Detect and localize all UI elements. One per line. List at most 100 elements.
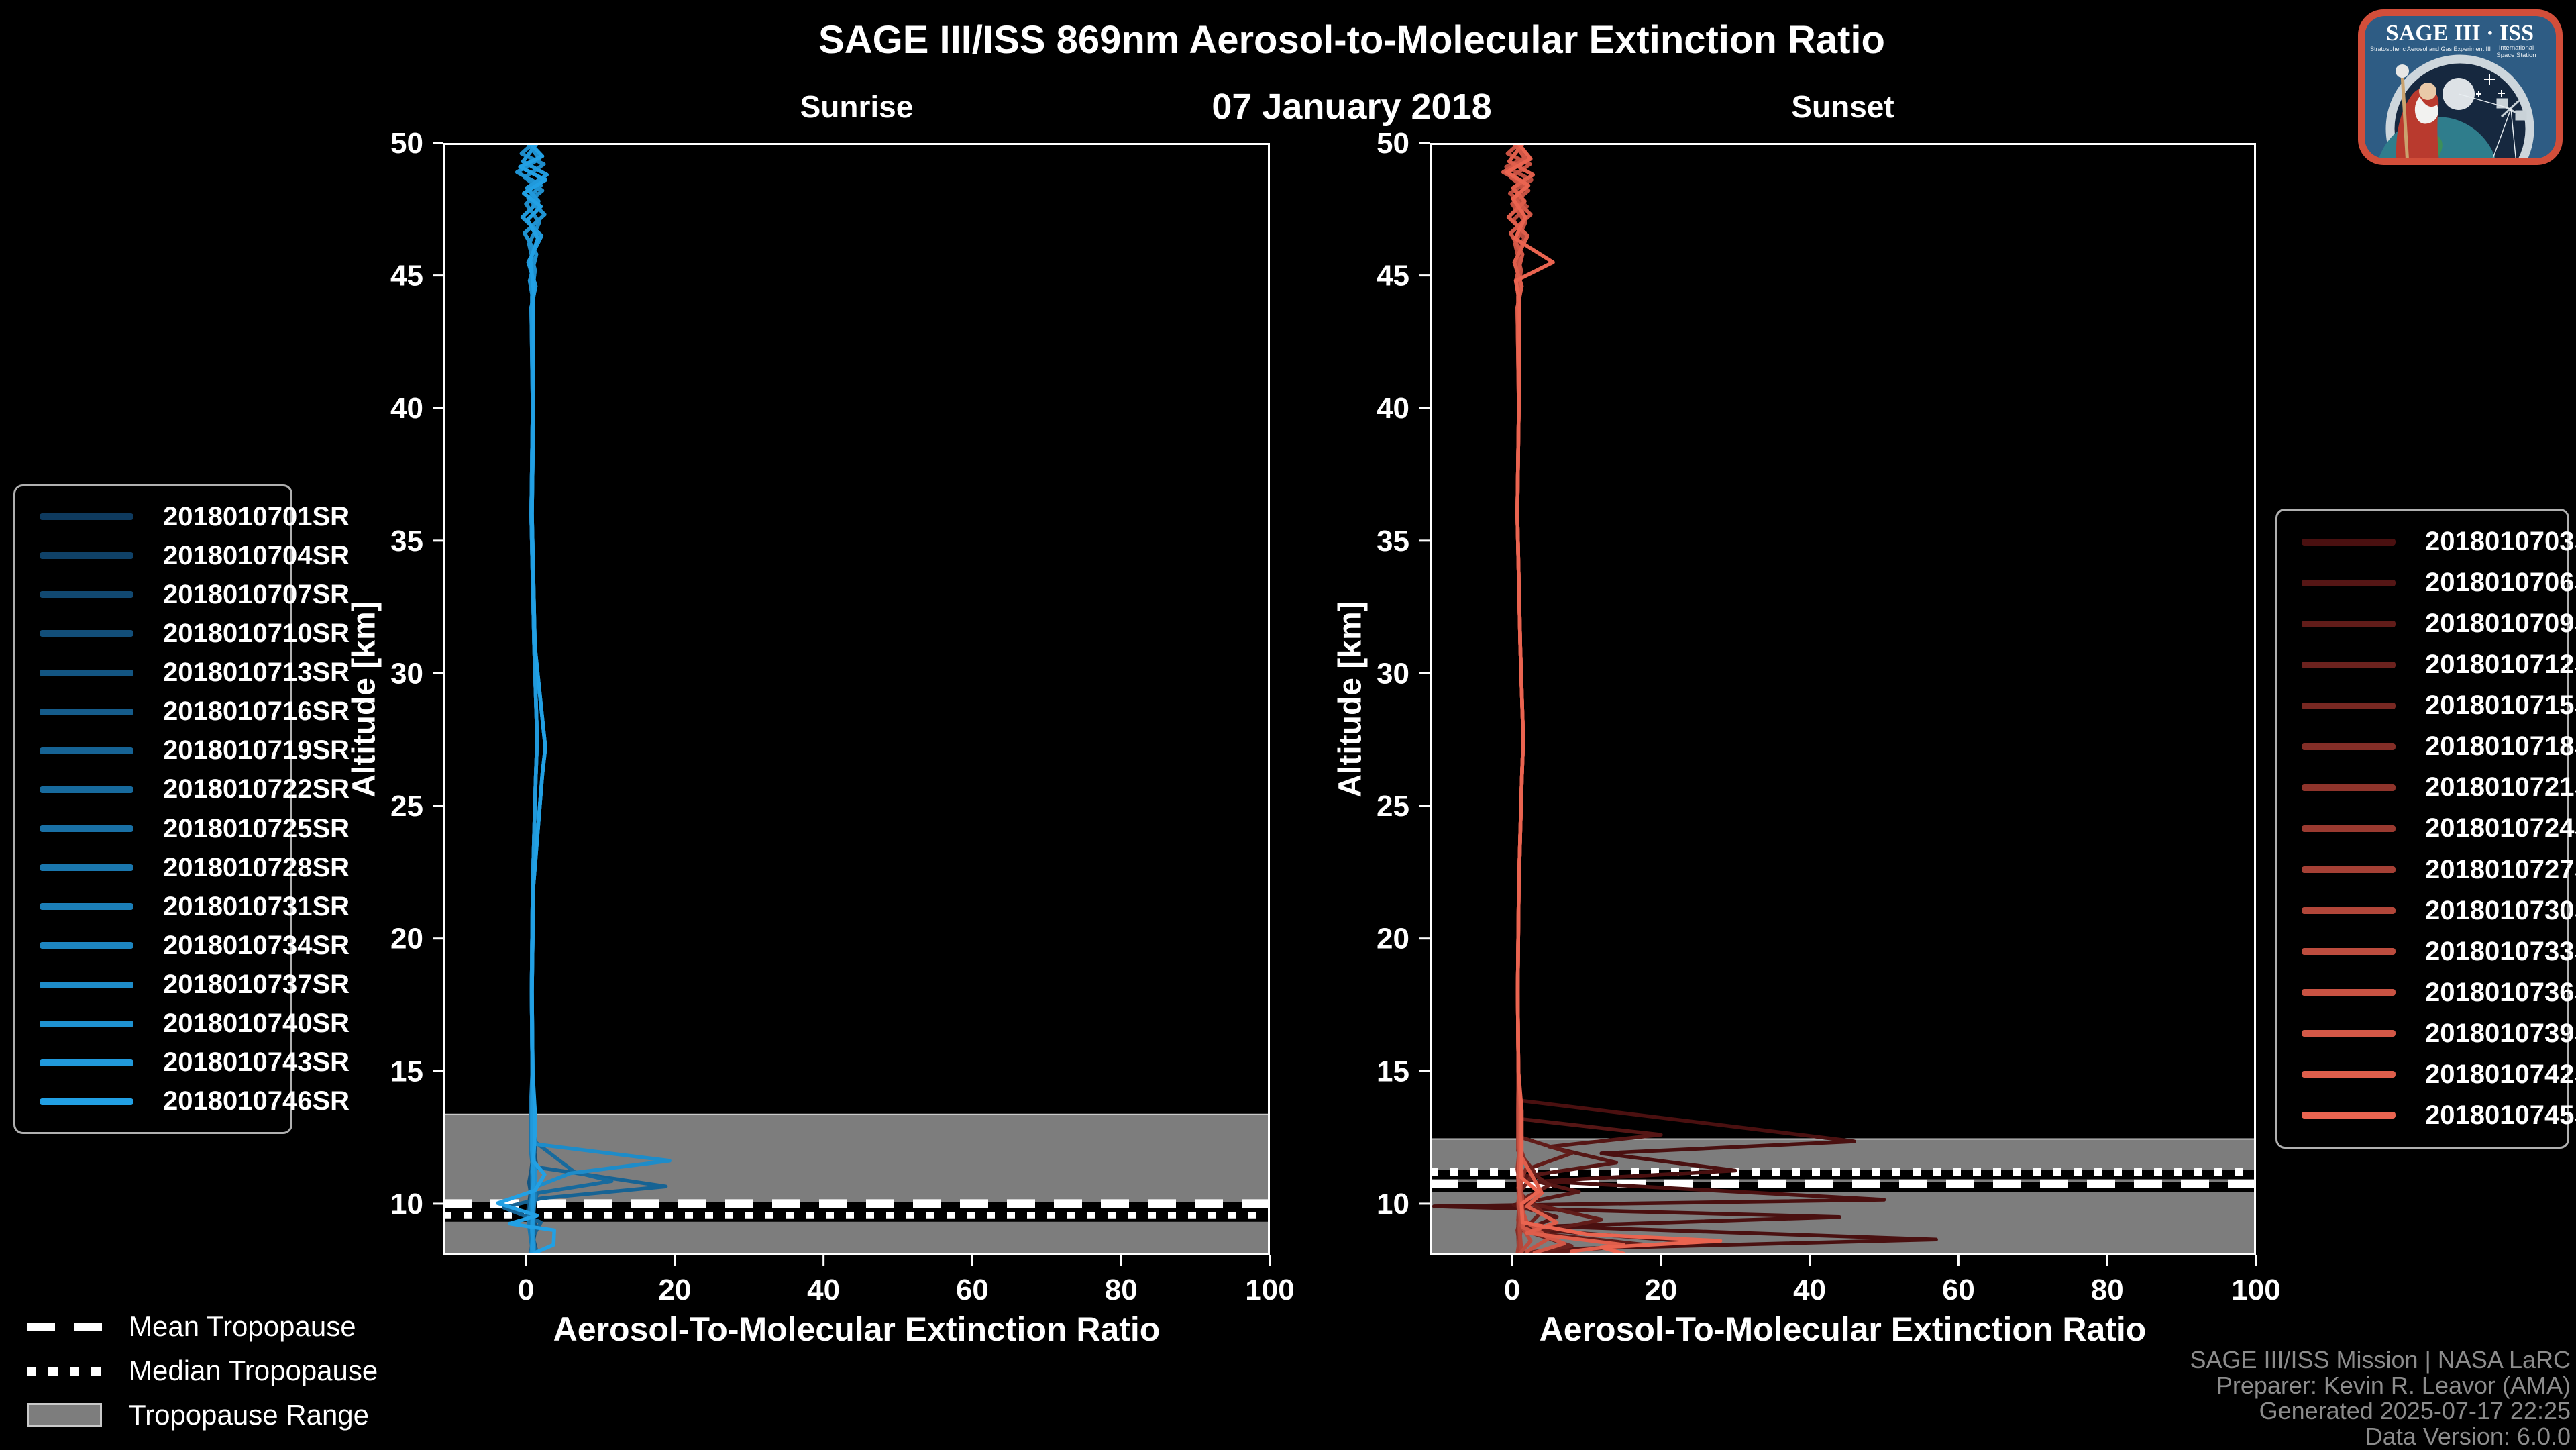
legend-line-swatch-icon (40, 630, 133, 637)
legend-label: 2018010718SS (2425, 731, 2576, 762)
legend-label: 2018010742SS (2425, 1059, 2576, 1089)
x-tick-label: 40 (807, 1274, 840, 1306)
legend-label: 2018010724SS (2425, 813, 2576, 843)
y-tick-label: 10 (1377, 1188, 1409, 1221)
legend-line-swatch-icon (40, 1098, 133, 1105)
legend-label: 2018010709SS (2425, 609, 2576, 639)
legend-item-2018010736SS: 2018010736SS (2277, 974, 2576, 1011)
legend-label: 2018010715SS (2425, 690, 2576, 721)
legend-line-swatch-icon (40, 864, 133, 872)
legend-item-2018010742SS: 2018010742SS (2277, 1055, 2576, 1093)
profile-line-2018010737SR (519, 143, 672, 1255)
y-tick-label: 40 (390, 392, 423, 425)
legend-label: 2018010713SR (163, 658, 350, 688)
legend-line-swatch-icon (40, 669, 133, 676)
legend-item-2018010706SS: 2018010706SS (2277, 564, 2576, 602)
legend-line-swatch-icon (2302, 620, 2396, 627)
legend-label: 2018010707SR (163, 579, 350, 609)
legend-line-swatch-icon (2302, 948, 2396, 955)
legend-item-2018010718SS: 2018010718SS (2277, 728, 2576, 766)
y-tick-label: 30 (390, 657, 423, 690)
profile-line-2018010736SS (1505, 143, 1552, 1253)
legend-line-swatch-icon (40, 1059, 133, 1066)
x-axis-label-sunset: Aerosol-To-Molecular Extinction Ratio (1539, 1310, 2147, 1348)
legend-label: 2018010736SS (2425, 977, 2576, 1007)
profile-line-2018010719SR (502, 143, 668, 1255)
chart-subtitle: 07 January 2018 (1212, 87, 1492, 127)
legend-label: 2018010745SS (2425, 1100, 2576, 1130)
x-tick-label: 0 (518, 1274, 534, 1306)
legend-label: 2018010740SR (163, 1008, 350, 1039)
attribution-mission: SAGE III/ISS Mission | NASA LaRC (2190, 1346, 2571, 1374)
legend-item-2018010746SR: 2018010746SR (15, 1083, 350, 1121)
legend-label: 2018010710SR (163, 618, 350, 648)
legend-item-2018010707SR: 2018010707SR (15, 576, 350, 613)
x-tick-label: 80 (1105, 1274, 1138, 1306)
y-tick-label: 10 (390, 1188, 423, 1221)
legend-item-2018010731SR: 2018010731SR (15, 888, 350, 925)
legend-item-2018010712SS: 2018010712SS (2277, 646, 2576, 684)
legend-line-swatch-icon (2302, 538, 2396, 546)
legend-item-tropopause-range: Tropopause Range (27, 1393, 378, 1437)
star-icon (2476, 74, 2505, 97)
legend-label: 2018010746SR (163, 1086, 350, 1117)
sunset-plot: 0 20 40 60 80 100 10 15 20 25 30 35 40 45 50 (1377, 127, 2281, 1306)
legend-item-2018010719SR: 2018010719SR (15, 732, 350, 770)
legend-line-swatch-icon (40, 825, 133, 833)
legend-line-swatch-icon (2302, 907, 2396, 915)
legend-line-swatch-icon (40, 942, 133, 949)
profile-line-2018010746SR (496, 143, 556, 1255)
patch-subtitle-right1: International (2499, 44, 2534, 52)
axes-spines (443, 143, 1270, 1255)
legend-item-2018010721SS: 2018010721SS (2277, 769, 2576, 807)
legend-label: 2018010725SR (163, 813, 350, 843)
legend-line-swatch-icon (40, 708, 133, 715)
legend-label: 2018010727SS (2425, 854, 2576, 884)
y-tick-label: 50 (1377, 127, 1409, 160)
median-tropopause-label: Median Tropopause (129, 1355, 378, 1386)
legend-line-swatch-icon (2302, 702, 2396, 709)
y-axis-label-sunrise: Altitude [km] (346, 601, 382, 798)
tropopause-legend: Mean Tropopause Median Tropopause Tropop… (27, 1304, 378, 1437)
y-tick-label: 25 (1377, 790, 1409, 823)
mean-tropopause-label: Mean Tropopause (129, 1310, 356, 1342)
legend-item-median-tropopause: Median Tropopause (27, 1349, 378, 1393)
legend-item-mean-tropopause: Mean Tropopause (27, 1304, 378, 1349)
y-axis-label-sunset: Altitude [km] (1332, 601, 1368, 798)
median-tropopause-swatch-icon (27, 1359, 102, 1383)
legend-item-2018010740SR: 2018010740SR (15, 1005, 350, 1043)
beam-lines-icon (2458, 93, 2517, 158)
legend-item-2018010710SR: 2018010710SR (15, 615, 350, 652)
legend-item-2018010728SR: 2018010728SR (15, 849, 350, 886)
legend-line-swatch-icon (40, 591, 133, 599)
legend-label: 2018010737SR (163, 970, 350, 1000)
tropopause-range-label: Tropopause Range (129, 1399, 370, 1431)
plot-area (1430, 143, 2256, 1255)
legend-line-swatch-icon (2302, 579, 2396, 586)
y-tick-label: 40 (1377, 392, 1409, 425)
legend-item-2018010727SS: 2018010727SS (2277, 851, 2576, 888)
legend-line-swatch-icon (40, 786, 133, 793)
legend-label: 2018010721SS (2425, 772, 2576, 802)
x-tick-label: 20 (1644, 1274, 1677, 1306)
panel-title-sunrise: Sunrise (800, 89, 914, 124)
y-tick-label: 45 (1377, 260, 1409, 293)
legend-line-swatch-icon (2302, 1112, 2396, 1119)
legend-item-2018010734SR: 2018010734SR (15, 927, 350, 964)
legend-line-swatch-icon (2302, 661, 2396, 668)
legend-line-swatch-icon (2302, 866, 2396, 874)
y-tick-label: 30 (1377, 657, 1409, 690)
legend-line-swatch-icon (2302, 1071, 2396, 1078)
x-tick-label: 100 (2231, 1274, 2280, 1306)
legend-item-2018010730SS: 2018010730SS (2277, 892, 2576, 929)
axes-spines (1430, 143, 2256, 1255)
legend-line-swatch-icon (40, 747, 133, 754)
legend-line-swatch-icon (2302, 989, 2396, 996)
legend-item-2018010704SR: 2018010704SR (15, 537, 350, 574)
x-tick-label: 60 (956, 1274, 989, 1306)
legend-label: 2018010701SR (163, 501, 350, 531)
legend-item-2018010745SS: 2018010745SS (2277, 1096, 2576, 1134)
x-tick-label: 20 (658, 1274, 691, 1306)
legend-item-2018010733SS: 2018010733SS (2277, 933, 2576, 970)
legend-label: 2018010728SR (163, 852, 350, 882)
